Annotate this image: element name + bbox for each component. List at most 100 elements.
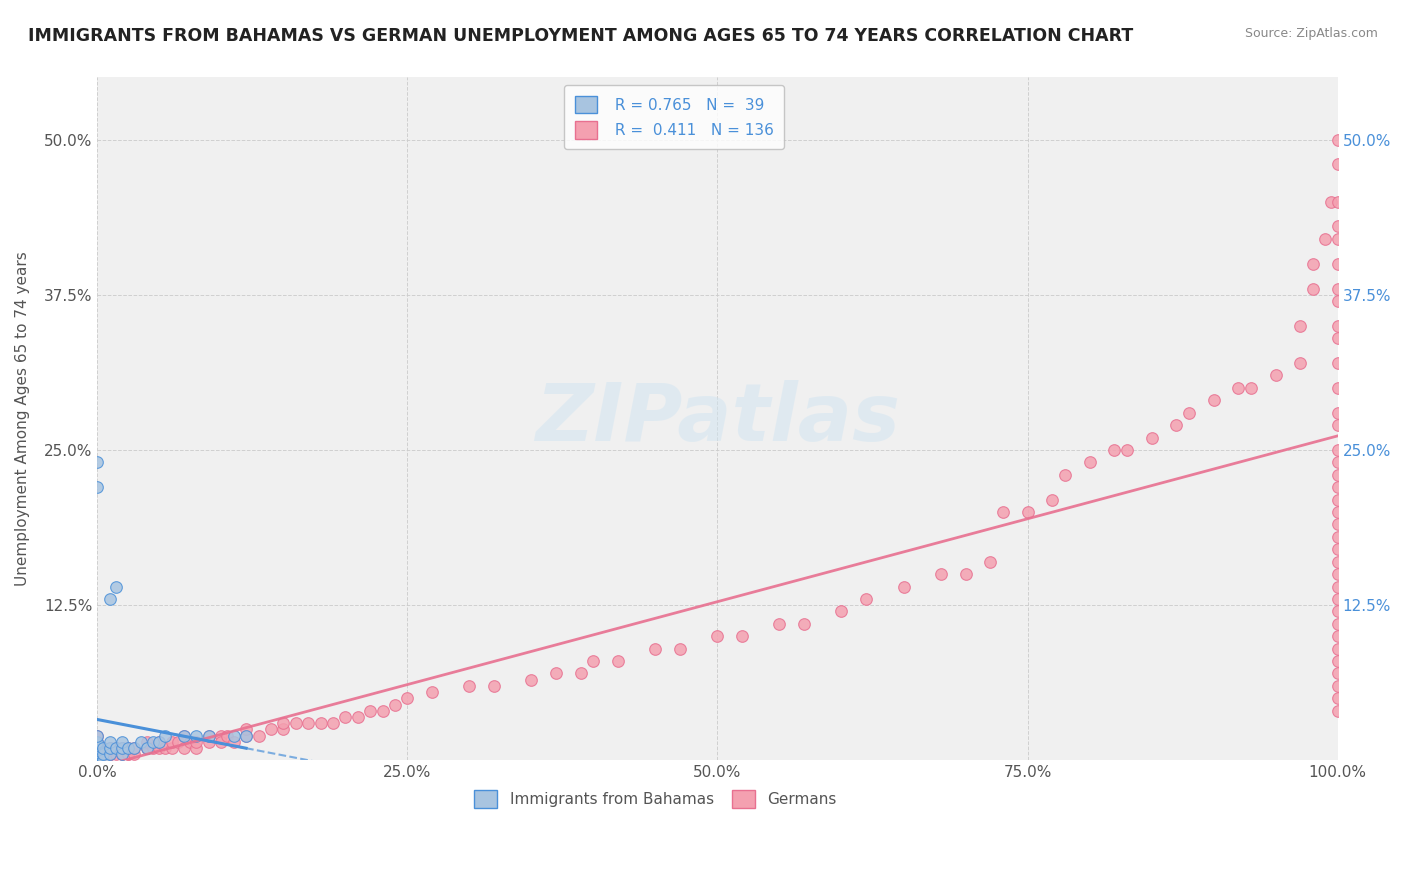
Point bbox=[155, 741, 177, 756]
Point bbox=[142, 741, 165, 756]
Point bbox=[86, 753, 108, 767]
Point bbox=[93, 747, 115, 761]
Point bbox=[1326, 356, 1348, 370]
Point bbox=[198, 729, 221, 743]
Point bbox=[148, 735, 170, 749]
Point bbox=[173, 729, 195, 743]
Point bbox=[458, 679, 481, 693]
Point bbox=[855, 591, 877, 606]
Point bbox=[271, 723, 294, 737]
Point bbox=[1289, 356, 1312, 370]
Point bbox=[979, 555, 1001, 569]
Point bbox=[124, 747, 146, 761]
Point bbox=[1115, 442, 1137, 457]
Point bbox=[209, 735, 232, 749]
Point bbox=[86, 753, 108, 767]
Point bbox=[1178, 406, 1201, 420]
Point bbox=[179, 735, 201, 749]
Point bbox=[346, 710, 368, 724]
Point bbox=[93, 753, 115, 767]
Point bbox=[359, 704, 381, 718]
Point bbox=[482, 679, 505, 693]
Point bbox=[1326, 132, 1348, 146]
Point bbox=[1104, 442, 1126, 457]
Point bbox=[1326, 331, 1348, 345]
Point bbox=[93, 747, 115, 761]
Point bbox=[86, 735, 108, 749]
Point bbox=[420, 685, 443, 699]
Point bbox=[955, 567, 977, 582]
Point bbox=[160, 735, 183, 749]
Point bbox=[1326, 318, 1348, 333]
Point bbox=[104, 741, 127, 756]
Point bbox=[309, 716, 332, 731]
Point bbox=[1326, 257, 1348, 271]
Point bbox=[98, 747, 121, 761]
Point bbox=[86, 739, 108, 753]
Point bbox=[1326, 530, 1348, 544]
Point bbox=[1326, 194, 1348, 209]
Point bbox=[111, 741, 134, 756]
Point bbox=[98, 747, 121, 761]
Point bbox=[198, 735, 221, 749]
Point bbox=[124, 741, 146, 756]
Point bbox=[86, 747, 108, 761]
Point bbox=[284, 716, 307, 731]
Point bbox=[1326, 157, 1348, 171]
Point bbox=[98, 735, 121, 749]
Point bbox=[86, 743, 108, 757]
Point bbox=[520, 673, 543, 687]
Point bbox=[1017, 505, 1039, 519]
Point bbox=[104, 741, 127, 756]
Point bbox=[384, 698, 406, 712]
Point bbox=[1326, 505, 1348, 519]
Point bbox=[247, 729, 270, 743]
Point bbox=[186, 735, 208, 749]
Point bbox=[1326, 616, 1348, 631]
Point bbox=[1202, 393, 1225, 408]
Point bbox=[209, 729, 232, 743]
Point bbox=[1320, 194, 1343, 209]
Point bbox=[644, 641, 666, 656]
Point bbox=[1326, 704, 1348, 718]
Point bbox=[1326, 418, 1348, 433]
Point bbox=[1326, 666, 1348, 681]
Point bbox=[1326, 555, 1348, 569]
Point bbox=[148, 741, 170, 756]
Point bbox=[98, 591, 121, 606]
Point bbox=[86, 480, 108, 494]
Point bbox=[93, 747, 115, 761]
Point bbox=[93, 741, 115, 756]
Point bbox=[1326, 691, 1348, 706]
Point bbox=[135, 741, 157, 756]
Point bbox=[135, 735, 157, 749]
Point bbox=[1315, 232, 1337, 246]
Point bbox=[297, 716, 319, 731]
Point bbox=[186, 741, 208, 756]
Point bbox=[173, 741, 195, 756]
Point bbox=[217, 729, 239, 743]
Point bbox=[160, 741, 183, 756]
Point bbox=[235, 729, 257, 743]
Point bbox=[104, 741, 127, 756]
Point bbox=[86, 746, 108, 760]
Point bbox=[135, 741, 157, 756]
Point bbox=[396, 691, 419, 706]
Y-axis label: Unemployment Among Ages 65 to 74 years: Unemployment Among Ages 65 to 74 years bbox=[15, 252, 30, 586]
Point bbox=[706, 629, 728, 643]
Point bbox=[1326, 641, 1348, 656]
Point bbox=[1302, 257, 1324, 271]
Point bbox=[1040, 492, 1063, 507]
Point bbox=[93, 747, 115, 761]
Point bbox=[1326, 517, 1348, 532]
Point bbox=[104, 580, 127, 594]
Point bbox=[1053, 467, 1076, 482]
Point bbox=[86, 745, 108, 759]
Point bbox=[86, 741, 108, 756]
Point bbox=[93, 741, 115, 756]
Point bbox=[830, 604, 852, 618]
Point bbox=[93, 747, 115, 761]
Point bbox=[1326, 567, 1348, 582]
Point bbox=[167, 735, 190, 749]
Point bbox=[198, 729, 221, 743]
